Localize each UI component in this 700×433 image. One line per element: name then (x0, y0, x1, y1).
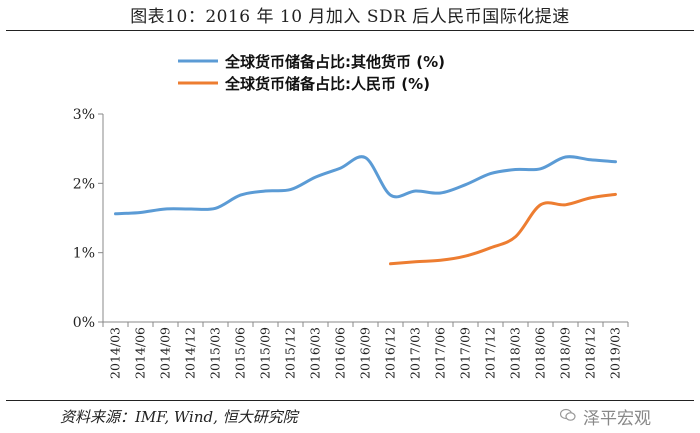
axes (102, 114, 628, 323)
watermark: 泽平宏观 (583, 409, 651, 429)
x-tick-label: 2015/09 (258, 327, 273, 379)
y-tick-label: 2% (73, 176, 95, 192)
x-tick-label: 2016/06 (333, 327, 348, 379)
y-tick-label: 0% (73, 315, 95, 331)
x-tick-label: 2017/09 (458, 327, 473, 379)
x-tick-label: 2014/06 (133, 327, 148, 379)
x-tick-label: 2016/12 (383, 327, 398, 379)
figure-title: 图表10：2016 年 10 月加入 SDR 后人民币国际化提速 (130, 7, 570, 27)
x-tick-label: 2018/03 (508, 327, 523, 379)
wechat-icon (560, 408, 576, 421)
x-tick-label: 2017/12 (483, 327, 498, 379)
x-tick-label: 2015/03 (208, 327, 223, 379)
series-line-1 (389, 192, 617, 266)
x-tick-label: 2018/09 (558, 327, 573, 379)
x-tick-label: 2017/03 (408, 327, 423, 379)
legend-label-1: 全球货币储备占比:人民币 (%) (224, 75, 430, 93)
x-tick-label: 2018/06 (533, 327, 548, 379)
x-tick-label: 2016/09 (358, 327, 373, 379)
x-tick-label: 2014/12 (183, 327, 198, 379)
x-tick-label: 2017/06 (433, 327, 448, 379)
x-tick-label: 2015/06 (233, 327, 248, 379)
x-tick-label: 2019/03 (608, 327, 623, 379)
x-axis-ticks: 2014/03 2014/06 2014/09 2014/12 2015/03 2015/… (102, 322, 629, 379)
x-tick-label: 2016/03 (308, 327, 323, 379)
title-rule (6, 30, 694, 31)
legend-label-0: 全球货币储备占比:其他货币 (%) (224, 53, 445, 71)
x-tick-label: 2015/12 (283, 327, 298, 379)
x-tick-label: 2014/03 (108, 327, 123, 379)
series-group (114, 155, 617, 266)
x-tick-label: 2014/09 (158, 327, 173, 379)
y-tick-label: 1% (73, 246, 95, 262)
y-tick-label: 3% (73, 107, 95, 123)
y-axis-ticks: 0% 1% 2% 3% (73, 107, 103, 331)
legend: 全球货币储备占比:其他货币 (%) 全球货币储备占比:人民币 (%) (178, 53, 445, 93)
source-note: 资料来源：IMF, Wind, 恒大研究院 (60, 408, 298, 426)
source-rule (6, 400, 694, 401)
line-chart: 0%1%2%3% 2014/03 2014/06 2014/09 2014/12 201… (73, 53, 629, 379)
x-tick-label: 2018/12 (583, 327, 598, 379)
